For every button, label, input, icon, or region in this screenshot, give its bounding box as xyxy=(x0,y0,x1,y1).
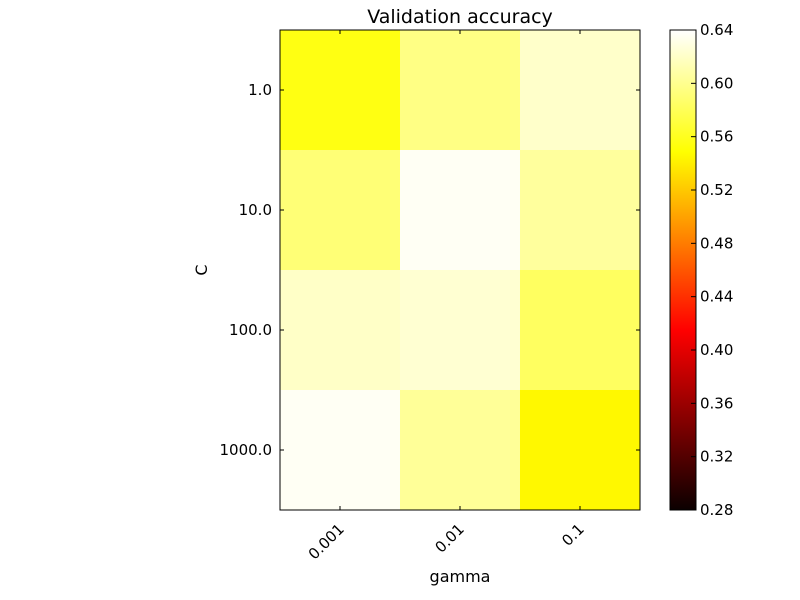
colorbar-tick-label: 0.36 xyxy=(700,394,733,412)
colorbar-tick-label: 0.44 xyxy=(700,288,733,306)
heatmap-cell xyxy=(520,390,640,510)
x-axis-label: gamma xyxy=(430,567,491,586)
chart-title: Validation accuracy xyxy=(367,6,553,28)
heatmap-cell xyxy=(400,270,520,390)
x-tick-label: 0.1 xyxy=(558,520,588,550)
heatmap-cell xyxy=(400,30,520,150)
heatmap-cell xyxy=(400,150,520,270)
heatmap-cell xyxy=(280,270,400,390)
heatmap-cell xyxy=(520,270,640,390)
colorbar-tick-label: 0.32 xyxy=(700,448,733,466)
heatmap-cell xyxy=(520,30,640,150)
y-tick-label: 1.0 xyxy=(248,81,272,99)
colorbar-tick-label: 0.52 xyxy=(700,181,733,199)
heatmap-cell xyxy=(520,150,640,270)
heatmap-cell xyxy=(280,390,400,510)
colorbar-ticks: 0.28 0.32 0.36 0.40 0.44 0.48 0.52 0.56 0.60 0.64 xyxy=(691,21,733,519)
y-axis-label: C xyxy=(192,264,211,275)
colorbar-tick-label: 0.56 xyxy=(700,128,733,146)
colorbar xyxy=(669,29,697,511)
colorbar-tick-label: 0.48 xyxy=(700,234,733,252)
y-axis-ticks: 1.0 10.0 100.0 1000.0 xyxy=(220,81,640,459)
y-tick-label: 1000.0 xyxy=(220,441,273,459)
heatmap-cells xyxy=(280,30,640,510)
colorbar-tick-label: 0.60 xyxy=(700,74,733,92)
x-tick-label: 0.001 xyxy=(305,520,348,563)
y-tick-label: 10.0 xyxy=(239,201,272,219)
y-tick-label: 100.0 xyxy=(229,321,272,339)
x-tick-label: 0.01 xyxy=(431,520,467,556)
plot-frame xyxy=(279,29,641,511)
colorbar-tick-label: 0.28 xyxy=(700,501,733,519)
heatmap-cell xyxy=(280,30,400,150)
heatmap-cell xyxy=(280,150,400,270)
colorbar-tick-label: 0.64 xyxy=(700,21,733,39)
colorbar-tick-label: 0.40 xyxy=(700,341,733,359)
heatmap-cell xyxy=(400,390,520,510)
